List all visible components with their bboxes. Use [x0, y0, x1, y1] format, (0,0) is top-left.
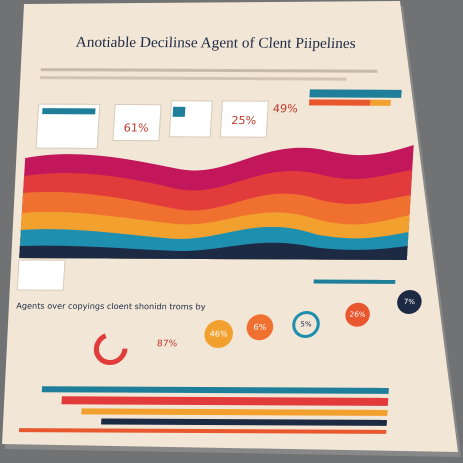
- title: Anotiable Decilinse Agent of Clent Piipe…: [75, 34, 356, 52]
- donut-value: 46%: [209, 329, 228, 339]
- stat-card: [35, 103, 101, 149]
- donut-value: 5%: [300, 320, 312, 329]
- decoration: [18, 428, 387, 434]
- legend-line: [313, 279, 396, 284]
- decoration: [61, 396, 389, 406]
- decoration: [81, 408, 388, 416]
- legend-bar: [308, 99, 371, 106]
- stat-card: [168, 100, 213, 138]
- stat-card: [219, 100, 269, 138]
- donut-value: 7%: [403, 297, 415, 306]
- card-header: [42, 108, 96, 115]
- subtitle-line: [40, 76, 347, 81]
- decoration: [41, 386, 389, 394]
- card-icon: [172, 106, 186, 117]
- side-legend: [16, 259, 66, 291]
- donut: [246, 314, 274, 341]
- donut: [204, 320, 234, 349]
- donut-value: 26%: [349, 310, 366, 319]
- legend-bar: [370, 99, 391, 106]
- donut: [345, 302, 370, 327]
- stat-value: 25%: [231, 114, 257, 127]
- decoration: [19, 242, 408, 260]
- decoration: [101, 418, 387, 426]
- stacked-band: [19, 144, 414, 260]
- donut: [292, 310, 320, 338]
- donut-value: 87%: [157, 339, 178, 349]
- donut-row: 87% 46% 6% 5% 26% 7%: [93, 289, 422, 366]
- stat-value: 61%: [123, 122, 149, 135]
- donut: [397, 289, 422, 314]
- poster-content: Anotiable Decilinse Agent of Clent Piipe…: [16, 34, 422, 434]
- bar-rows: [18, 386, 389, 434]
- stat-value: 49%: [272, 102, 298, 115]
- donut: [93, 332, 128, 366]
- stat-card-row: 61% 25% 49%: [35, 89, 402, 149]
- stat-card: [112, 103, 162, 142]
- section-title: Agents over copyings cloent shonidn trom…: [16, 301, 206, 312]
- subtitle-line: [40, 68, 378, 73]
- legend-bar: [309, 89, 402, 98]
- donut-value: 6%: [253, 322, 267, 332]
